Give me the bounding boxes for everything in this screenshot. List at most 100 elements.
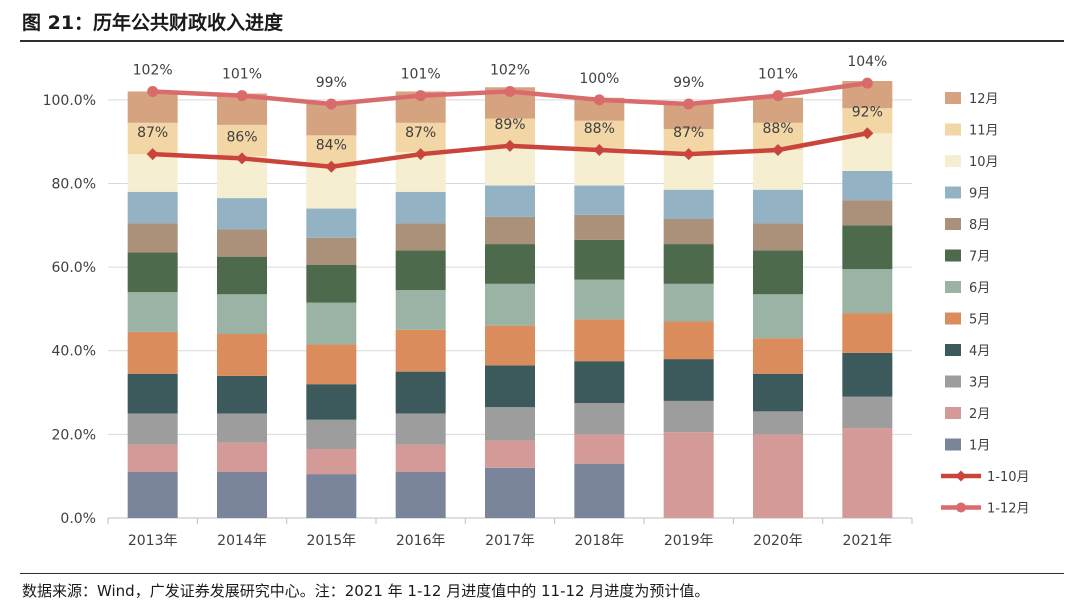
- bar-segment: [753, 294, 803, 339]
- bar-segment: [217, 124, 267, 157]
- bar-segment: [485, 185, 535, 217]
- x-tick-label: 2016年: [396, 533, 446, 549]
- bar-segment: [663, 432, 714, 518]
- bar-segment: [306, 265, 357, 303]
- line-point: [861, 77, 873, 89]
- legend-swatch: [945, 249, 961, 262]
- y-tick-label: 100.0%: [43, 93, 96, 109]
- legend-swatch: [945, 312, 961, 325]
- bar-segment: [217, 198, 267, 230]
- data-label: 99%: [316, 75, 347, 91]
- data-label: 87%: [673, 125, 704, 141]
- legend-swatch: [945, 155, 961, 167]
- bar-segment: [395, 191, 446, 224]
- bar-segment: [842, 225, 893, 270]
- x-axis-ticks: 2013年 2014年 2015年 2016年 2017年 2018年 2019年 2020年…: [128, 533, 892, 549]
- bar-segment: [395, 250, 446, 291]
- bar-segment: [217, 442, 267, 472]
- bar-segment: [395, 444, 446, 472]
- line-point: [325, 98, 337, 110]
- legend-swatch: [945, 186, 961, 199]
- line-point: [147, 85, 159, 97]
- data-label: 87%: [405, 125, 436, 141]
- legend-swatch: [945, 344, 961, 356]
- bar-segment: [753, 411, 803, 435]
- data-label: 88%: [584, 121, 615, 137]
- bar-segment: [753, 434, 803, 518]
- bar-segment: [485, 325, 535, 366]
- bar-segment: [217, 472, 267, 518]
- bar-segment: [842, 170, 893, 201]
- y-tick-label: 60.0%: [52, 260, 96, 276]
- data-label: 102%: [133, 62, 173, 78]
- bar-segment: [485, 407, 535, 441]
- bar-segment: [574, 239, 625, 280]
- bar-segment: [306, 419, 357, 449]
- legend-label: 10月: [969, 155, 999, 170]
- data-label: 101%: [222, 67, 262, 83]
- bar-segment: [574, 434, 625, 464]
- x-tick-label: 2019年: [664, 533, 714, 549]
- line-point: [146, 148, 159, 161]
- y-tick-label: 40.0%: [52, 344, 96, 360]
- legend-label: 12月: [969, 92, 999, 107]
- legend-swatch: [945, 375, 961, 388]
- bar-segment: [663, 400, 714, 433]
- footnote-rule: [20, 573, 1064, 574]
- bar-segment: [217, 334, 267, 376]
- data-label: 102%: [490, 62, 530, 78]
- bar-segment: [127, 472, 178, 518]
- bar-segment: [753, 250, 803, 295]
- bar-segment: [574, 361, 625, 403]
- legend-label: 11月: [969, 124, 999, 139]
- line-point: [772, 90, 784, 102]
- bar-segment: [485, 440, 535, 468]
- legend-swatch: [945, 438, 961, 451]
- bar-segment: [753, 338, 803, 374]
- bar-segment: [395, 371, 446, 414]
- data-labels: 87% 86% 84% 87% 89% 88% 87% 88% 92% 102% 101% 99% 10…: [133, 54, 888, 154]
- legend-marker: [956, 502, 966, 513]
- bar-segment: [127, 373, 178, 414]
- line-point: [415, 90, 427, 102]
- bar-segment: [842, 428, 893, 518]
- bar-segment: [217, 256, 267, 295]
- bar-segment: [842, 133, 893, 171]
- bar-segment: [663, 283, 714, 322]
- bar-segment: [306, 237, 357, 265]
- legend-label: 1-12月: [987, 502, 1030, 517]
- bar-segment: [217, 294, 267, 334]
- x-tick-label: 2013年: [128, 533, 178, 549]
- bar-segment: [306, 166, 357, 209]
- legend-label: 8月: [969, 218, 990, 233]
- y-tick-label: 0.0%: [60, 511, 96, 527]
- x-tick-label: 2021年: [843, 533, 893, 549]
- bar-segment: [753, 189, 803, 224]
- bar-segment: [485, 283, 535, 326]
- bar-segment: [395, 290, 446, 330]
- bar-segment: [127, 413, 178, 445]
- bar-segment: [127, 223, 178, 253]
- line-point: [236, 152, 248, 165]
- bar-segment: [217, 229, 267, 257]
- bar-segment: [574, 185, 625, 215]
- legend-label: 9月: [969, 187, 990, 202]
- bar-segment: [485, 467, 535, 518]
- source-footnote: 数据来源：Wind，广发证券发展研究中心。注：2021 年 1-12 月进度值中…: [22, 582, 710, 600]
- bar-segment: [395, 223, 446, 251]
- bar-segment: [127, 154, 178, 192]
- x-tick-label: 2015年: [307, 533, 357, 549]
- line-point: [861, 127, 874, 140]
- data-label: 89%: [494, 117, 525, 133]
- figure-title: 图 21：历年公共财政收入进度: [22, 12, 284, 34]
- line-point: [593, 94, 605, 106]
- data-label: 88%: [762, 121, 793, 137]
- legend-label: 6月: [969, 281, 990, 296]
- bar-segment: [127, 444, 178, 472]
- data-label: 100%: [579, 71, 619, 87]
- legend-swatch: [945, 123, 961, 136]
- bar-segment: [127, 252, 178, 293]
- bar-segment: [306, 208, 357, 238]
- bar-segment: [663, 219, 714, 245]
- lines: [146, 77, 874, 173]
